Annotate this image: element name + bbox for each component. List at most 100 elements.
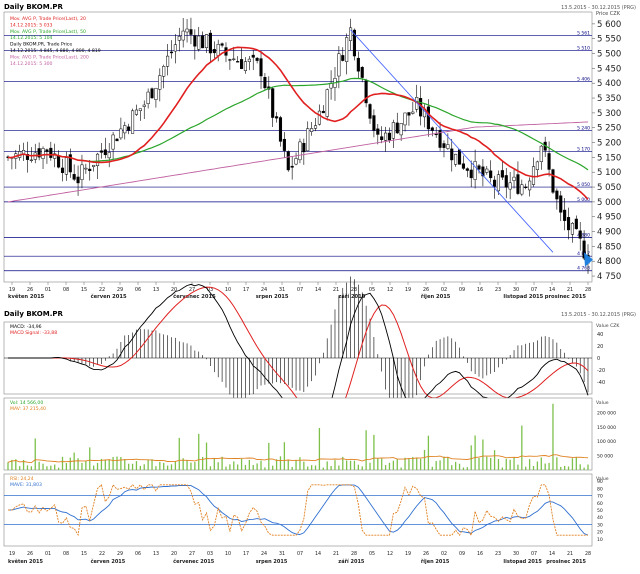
candle-body	[442, 143, 446, 148]
bottom-month-label: prosinec 2015	[546, 559, 586, 565]
rsi-y-tick-label: 80	[597, 486, 603, 492]
candle-body	[240, 59, 244, 69]
price-level-label: 5 050	[577, 182, 590, 188]
candle-body	[197, 35, 201, 50]
candle-body	[53, 153, 57, 159]
bottom-x-tick-label: 05	[369, 551, 375, 557]
bottom-x-tick-label: 08	[63, 551, 69, 557]
candle-body	[407, 112, 411, 116]
candle-body	[461, 163, 465, 169]
main-month-label: červenec 2015	[173, 293, 216, 300]
candle-body	[294, 158, 298, 165]
main-x-tick-label: 23	[495, 287, 501, 293]
main-x-tick-label: 19	[9, 287, 15, 293]
candle-body	[434, 133, 438, 136]
candle-body	[158, 75, 162, 90]
bottom-x-tick-label: 10	[225, 551, 231, 557]
price-level-label: 5 561	[577, 30, 590, 36]
macd-y-tick-label: -20	[597, 368, 605, 374]
candle-body	[531, 166, 536, 185]
macd-legend-entry: MACD Signal: -33,88	[10, 330, 57, 336]
candle-body	[162, 66, 166, 77]
ma200-line	[7, 121, 589, 203]
candle-body	[317, 110, 321, 125]
candle-body	[512, 176, 516, 181]
bottom-x-tick-label: 14	[315, 551, 321, 557]
candle-body	[356, 57, 360, 72]
candle-body	[193, 35, 197, 47]
candle-body	[255, 57, 259, 61]
volume-y-tick-label: 50 000	[597, 454, 613, 460]
candle-body	[341, 55, 345, 61]
main-y-tick-label: 5 200	[597, 139, 621, 149]
candle-body	[555, 190, 559, 200]
candle-body	[271, 88, 275, 118]
main-y-tick-label: 5 100	[597, 168, 621, 178]
candle-body	[127, 126, 131, 131]
main-x-tick-label: 21	[333, 287, 339, 293]
candle-body	[290, 165, 294, 168]
rsi-legend-entry: RSI: 24,24	[10, 476, 34, 482]
main-legend-entry: Mov. AVG P, Trade Price(Last), 50	[10, 29, 86, 35]
volume-y-tick-label: 100 000	[597, 439, 616, 445]
main-legend-entry: 14.12.2015: 5 300	[10, 61, 53, 67]
candle-body	[551, 169, 555, 193]
candle-body	[563, 209, 567, 221]
candle-body	[380, 136, 384, 140]
candle-body	[99, 150, 103, 153]
candle-body	[450, 148, 454, 161]
bottom-x-tick-label: 19	[405, 551, 411, 557]
macd-axis-unit: Value CZK	[596, 323, 620, 329]
bottom-x-tick-label: 15	[81, 551, 87, 557]
candle-body	[286, 151, 290, 171]
main-x-tick-label: 02	[441, 287, 447, 293]
candle-body	[243, 61, 247, 71]
candle-body	[298, 141, 302, 161]
bottom-x-tick-label: 07	[531, 551, 537, 557]
candle-body	[481, 166, 485, 177]
main-x-tick-label: 14	[549, 287, 555, 293]
main-chart-date-range: 13.5.2015 - 30.12.2015 (PRG)	[561, 5, 636, 11]
bottom-x-tick-label: 30	[513, 551, 519, 557]
main-y-tick-label: 4 950	[597, 213, 621, 223]
volume-bars	[7, 403, 589, 470]
volume-average-line	[7, 454, 589, 464]
candle-body	[559, 195, 563, 213]
bottom-x-tick-label: 27	[189, 551, 195, 557]
main-y-tick-label: 5 450	[597, 64, 621, 74]
main-x-tick-label: 28	[351, 287, 357, 293]
bottom-x-tick-label: 21	[567, 551, 573, 557]
bottom-month-label: květen 2015	[8, 558, 43, 565]
bottom-x-tick-label: 14	[549, 551, 555, 557]
macd-y-tick-label: 20	[597, 344, 603, 350]
main-legend-entry: 14.12.2015: 5 033	[10, 22, 53, 28]
candle-body	[582, 240, 586, 259]
candle-body	[465, 168, 469, 171]
candle-body	[473, 161, 477, 180]
candle-body	[41, 148, 45, 159]
macd-legend-entry: MACD: -34,96	[10, 324, 42, 330]
main-y-tick-label: 4 800	[597, 257, 621, 267]
candle-body	[138, 108, 142, 111]
candle-body	[88, 168, 92, 171]
bottom-x-tick-label: 02	[441, 551, 447, 557]
bottom-x-tick-label: 13	[153, 551, 159, 557]
macd-y-tick-label: -40	[597, 380, 605, 386]
bottom-month-label: říjen 2015	[421, 558, 450, 565]
candle-body	[123, 125, 127, 134]
candle-body	[454, 153, 458, 165]
price-level-label: 5 510	[577, 46, 590, 52]
candle-body	[387, 132, 392, 141]
candle-body	[325, 89, 329, 117]
volume-legend-entry: Vol: 14 566,00	[10, 400, 43, 406]
candle-body	[166, 55, 170, 67]
candle-body	[251, 54, 255, 58]
candle-body	[92, 164, 96, 167]
bottom-x-tick-label: 06	[135, 551, 141, 557]
main-x-tick-label: 07	[531, 287, 537, 293]
candle-body	[321, 110, 325, 114]
bottom-x-tick-label: 16	[477, 551, 483, 557]
candle-body	[345, 37, 349, 62]
bottom-x-tick-label: 29	[117, 551, 123, 557]
main-y-tick-label: 5 000	[597, 198, 621, 208]
